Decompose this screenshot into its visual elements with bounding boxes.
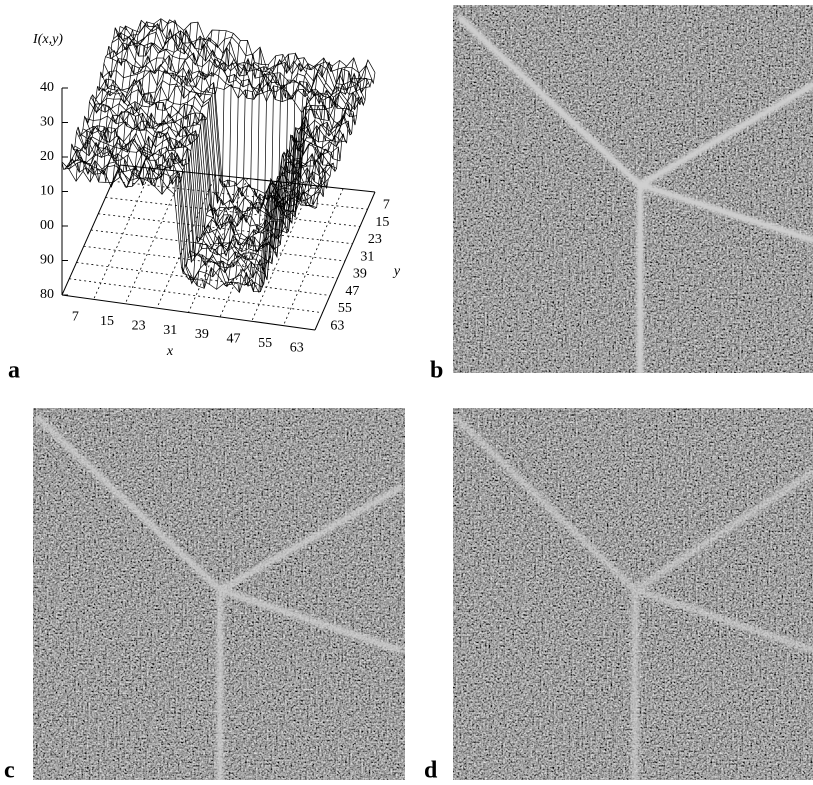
x-tick-label: 7: [72, 310, 79, 325]
x-tick-label: 63: [290, 340, 304, 355]
z-tick-label: 90: [40, 253, 54, 268]
x-tick-label: 47: [227, 332, 241, 347]
surface-plot: I(x,y) x y 40 30 20 10 00 90 80 7 15 23 31 39 47 55 63…: [32, 19, 401, 360]
y-tick-label: 31: [360, 249, 374, 264]
floor-grid: [77, 263, 331, 296]
z-tick-label: 00: [40, 218, 54, 233]
y-tick-label: 55: [338, 301, 352, 316]
z-tick-label: 80: [40, 287, 54, 302]
image-c: [33, 408, 405, 780]
wire: [174, 33, 233, 194]
panel-label: d: [424, 758, 438, 784]
panel-label: c: [4, 758, 15, 784]
x-tick-label: 23: [132, 318, 146, 333]
wire: [62, 26, 120, 169]
x-tick-label: 15: [100, 314, 114, 329]
wire: [90, 22, 148, 182]
figure: I(x,y) x y 40 30 20 10 00 90 80 7 15 23 31 39 47 55 63…: [0, 0, 813, 785]
y-axis-label: y: [392, 264, 401, 279]
y-tick-label: 39: [353, 267, 367, 282]
z-tick-label: 30: [40, 115, 54, 130]
image-d: [453, 408, 813, 780]
y-tick-label: 15: [375, 215, 389, 230]
wire: [132, 23, 191, 186]
y-tick-label: 23: [368, 232, 382, 247]
x-tick-label: 39: [195, 327, 209, 342]
z-tick-label: 20: [40, 149, 54, 164]
y-tick-label: 63: [330, 318, 344, 333]
panel-label: a: [8, 358, 20, 384]
wire: [153, 30, 212, 187]
z-tick-label: 10: [40, 184, 54, 199]
x-tick-label: 31: [163, 323, 177, 338]
y-tick-label: 7: [383, 198, 390, 213]
panel-label: b: [430, 358, 443, 384]
y-tick-label: 47: [345, 284, 359, 299]
x-tick-label: 55: [258, 336, 272, 351]
z-axis-label: I(x,y): [32, 32, 63, 47]
x-axis-label: x: [166, 344, 174, 359]
floor-grid: [283, 189, 343, 326]
wire: [97, 80, 351, 217]
z-tick-label: 40: [40, 80, 54, 95]
image-b: [453, 5, 813, 373]
